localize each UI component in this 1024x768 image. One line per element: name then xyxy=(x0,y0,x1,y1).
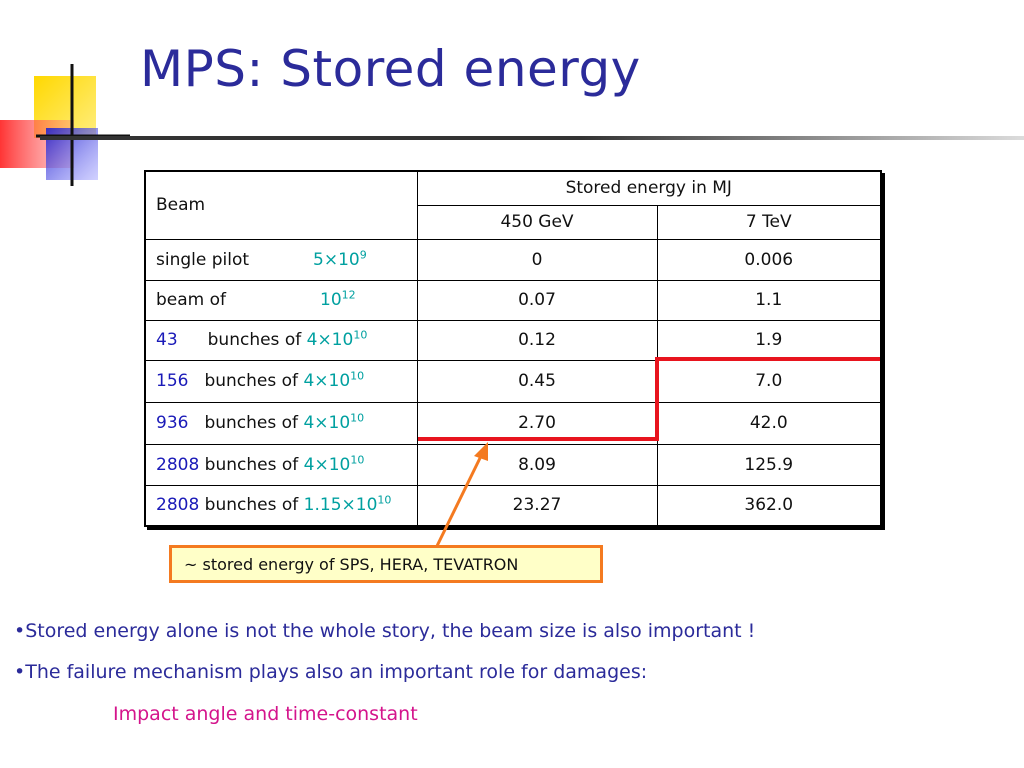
bunch-intensity: 5×109 xyxy=(313,247,367,270)
table-row: beam of 1012 0.07 1.1 xyxy=(144,279,882,321)
table-row: 2808 bunches of 1.15×1010 23.27 362.0 xyxy=(144,484,882,527)
beam-cell: 156 bunches of 4×1010 xyxy=(144,359,418,403)
beam-cell: single pilot 5×109 xyxy=(144,238,418,281)
energy-7tev: 1.1 xyxy=(656,279,882,321)
table-row: 2808 bunches of 4×1010 8.09 125.9 xyxy=(144,443,882,486)
energy-450gev: 0.12 xyxy=(416,319,658,361)
bunch-count: 156 xyxy=(156,371,189,391)
energy-450gev: 2.70 xyxy=(416,401,658,445)
bunch-intensity: 4×1010 xyxy=(303,452,365,475)
energy-7tev: 362.0 xyxy=(656,484,882,527)
bunch-intensity: 1012 xyxy=(320,288,356,310)
bunch-count: 43 xyxy=(156,330,178,350)
bunch-count: 936 xyxy=(156,413,189,433)
beam-label: bunches of xyxy=(204,495,299,516)
subheader-row: 450 GeV 7 TeV xyxy=(145,204,882,240)
col-7tev-header: 7 TeV xyxy=(656,204,882,240)
bunch-intensity: 1.15×1010 xyxy=(303,493,392,516)
table-row: 936 bunches of 4×1010 2.70 42.0 xyxy=(144,401,882,445)
beam-label: bunches of xyxy=(204,413,299,433)
beam-label: bunches of xyxy=(207,330,302,350)
sub-bullet-point: Impact angle and time-constant xyxy=(113,703,418,725)
energy-450gev: 0.45 xyxy=(416,359,658,403)
bunch-count: 2808 xyxy=(156,495,200,516)
energy-7tev: 7.0 xyxy=(656,359,882,403)
bunch-intensity: 4×1010 xyxy=(303,369,365,391)
header-row: Beam Stored energy in MJ xyxy=(144,170,882,240)
callout-box: ~ stored energy of SPS, HERA, TEVATRON xyxy=(169,545,603,583)
beam-cell: 2808 bunches of 4×1010 xyxy=(144,443,418,486)
energy-450gev: 23.27 xyxy=(416,484,658,527)
callout-text: ~ stored energy of SPS, HERA, TEVATRON xyxy=(184,554,519,574)
table-row: 156 bunches of 4×1010 0.45 7.0 xyxy=(144,359,882,403)
energy-450gev: 0 xyxy=(416,238,658,281)
beam-label: bunches of xyxy=(204,371,299,391)
stored-energy-table: Beam Stored energy in MJ 450 GeV 7 TeV s… xyxy=(144,170,883,527)
stored-energy-header: Stored energy in MJ xyxy=(416,170,882,206)
logo-graphic xyxy=(0,64,130,186)
slide-title: MPS: Stored energy xyxy=(140,40,641,98)
energy-7tev: 125.9 xyxy=(656,443,882,486)
beam-label: beam of xyxy=(156,290,227,310)
beam-cell: 43 bunches of 4×1010 xyxy=(144,319,418,361)
beam-label: single pilot xyxy=(156,249,250,270)
bunch-intensity: 4×1010 xyxy=(303,411,365,433)
beam-cell: 936 bunches of 4×1010 xyxy=(144,401,418,445)
col-450gev-header: 450 GeV xyxy=(416,204,658,240)
energy-7tev: 42.0 xyxy=(656,401,882,445)
table-row: 43 bunches of 4×1010 0.12 1.9 xyxy=(144,319,882,361)
bullet-point: •The failure mechanism plays also an imp… xyxy=(14,661,648,683)
energy-450gev: 8.09 xyxy=(416,443,658,486)
table-row: single pilot 5×109 0 0.006 xyxy=(144,238,882,281)
beam-header: Beam xyxy=(144,170,418,240)
title-divider xyxy=(40,136,1024,140)
energy-450gev: 0.07 xyxy=(416,279,658,321)
beam-label: bunches of xyxy=(204,454,299,475)
beam-cell: beam of 1012 xyxy=(144,279,418,321)
bunch-count: 2808 xyxy=(156,454,200,475)
bullet-point: •Stored energy alone is not the whole st… xyxy=(14,620,756,642)
energy-7tev: 1.9 xyxy=(656,319,882,361)
energy-7tev: 0.006 xyxy=(656,238,882,281)
bunch-intensity: 4×1010 xyxy=(306,328,368,350)
beam-cell: 2808 bunches of 1.15×1010 xyxy=(144,484,418,527)
